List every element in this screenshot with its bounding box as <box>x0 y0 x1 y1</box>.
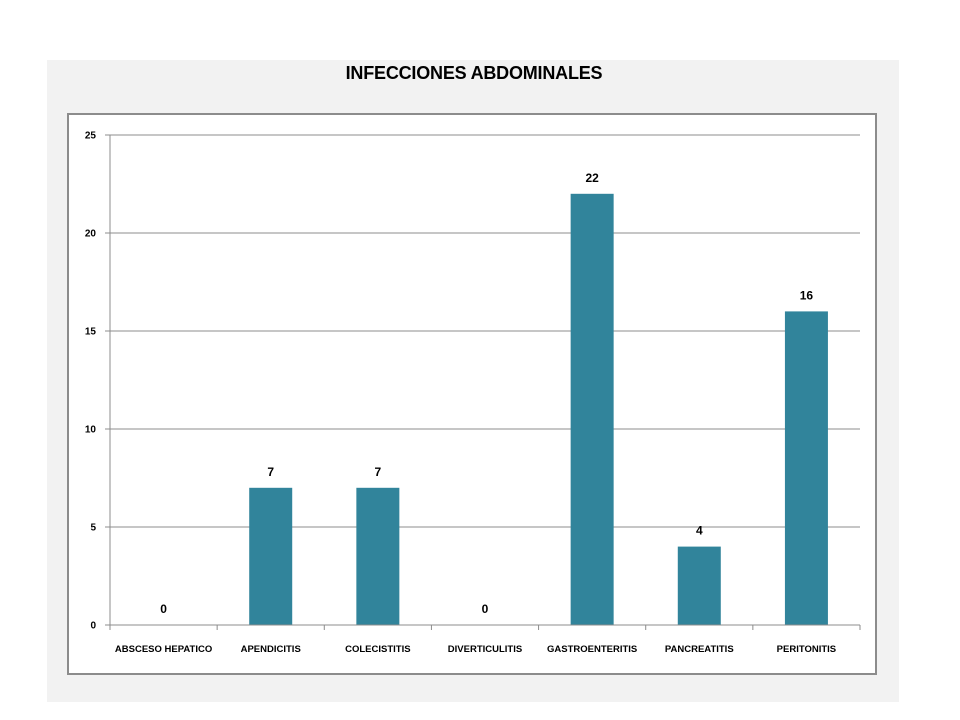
bar-colecistitis <box>356 487 400 625</box>
data-label: 7 <box>375 465 382 479</box>
data-labels: 0 7 7 0 22 4 16 <box>160 171 813 616</box>
bar-gastroenteritis <box>570 193 614 626</box>
category-label: DIVERTICULITIS <box>448 644 522 655</box>
data-label: 16 <box>800 288 814 302</box>
y-tick-label: 5 <box>90 523 96 534</box>
y-tick-label: 0 <box>90 621 96 632</box>
data-label: 4 <box>696 524 703 538</box>
data-label: 22 <box>585 171 599 185</box>
axes <box>105 134 861 630</box>
gridlines <box>110 134 860 528</box>
category-label: APENDICITIS <box>241 644 301 655</box>
bar-pancreatitis <box>677 546 721 625</box>
category-label: PANCREATITIS <box>665 644 734 655</box>
bar-peritonitis <box>784 311 828 625</box>
bars <box>249 193 828 626</box>
chart-title: INFECCIONES ABDOMINALES <box>345 63 603 83</box>
category-label: ABSCESO HEPATICO <box>115 644 212 655</box>
bar-apendicitis <box>249 487 293 625</box>
category-label: PERITONITIS <box>777 644 836 655</box>
chart-frame <box>67 113 877 675</box>
category-label: GASTROENTERITIS <box>547 644 637 655</box>
data-label: 0 <box>482 602 489 616</box>
y-tick-label: 15 <box>85 327 97 338</box>
category-labels: ABSCESO HEPATICO APENDICITIS COLECISTITIS D… <box>115 644 836 655</box>
data-label: 0 <box>160 602 167 616</box>
y-tick-label: 25 <box>85 131 97 142</box>
data-label: 7 <box>267 465 274 479</box>
category-label: COLECISTITIS <box>345 644 410 655</box>
y-tick-labels: 0 5 10 15 20 25 <box>85 131 97 632</box>
y-tick-label: 20 <box>85 229 97 240</box>
y-tick-label: 10 <box>85 425 97 436</box>
